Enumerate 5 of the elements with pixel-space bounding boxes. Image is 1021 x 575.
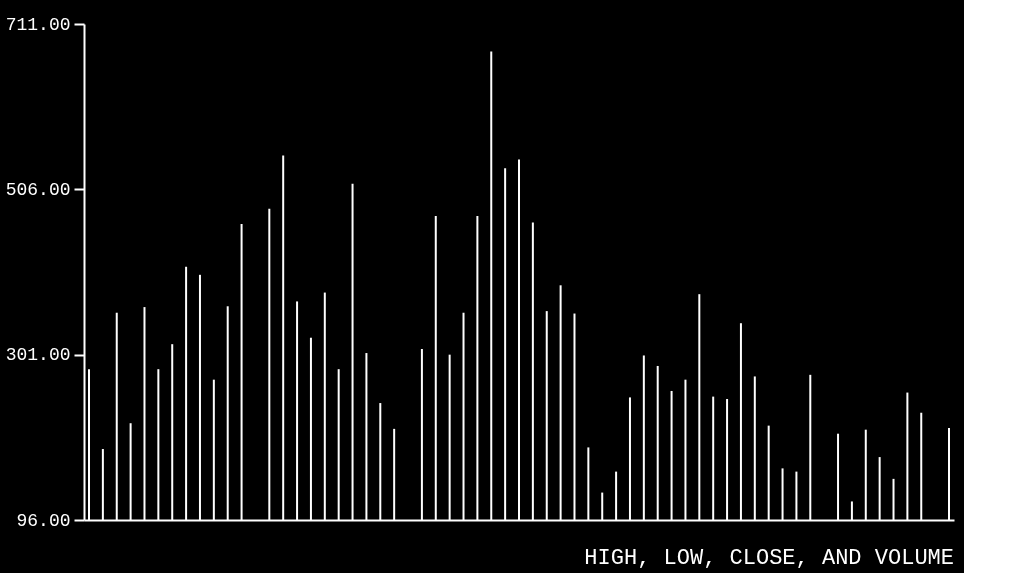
y-tick-label: 301.00: [5, 345, 71, 366]
y-tick-label: 506.00: [5, 179, 71, 200]
text: HIGH, LOW, CLOSE, AND VOLUME: [584, 546, 954, 571]
y-tick-label: 96.00: [16, 510, 71, 531]
y-tick-label: 711.00: [5, 14, 71, 35]
